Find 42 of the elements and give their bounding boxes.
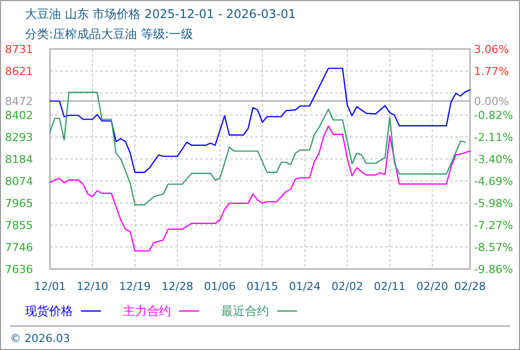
x-tick-label: 12/01 [34, 280, 66, 293]
x-tick-label: 02/02 [331, 280, 364, 293]
y2-tick-label: 3.06% [474, 43, 509, 56]
y2-tick-label: 1.77% [474, 64, 509, 78]
y2-tick-label: -8.57% [474, 241, 513, 254]
x-tick-label: 01/06 [204, 280, 236, 293]
y-tick-label: 8184 [5, 152, 33, 166]
y-tick-label: 8402 [5, 109, 33, 122]
y-tick-label: 8472 [5, 95, 33, 108]
y-tick-label: 8074 [5, 175, 33, 188]
legend-label: 现货价格 [25, 304, 73, 318]
x-tick-label: 02/20 [416, 280, 448, 293]
y2-tick-label: -4.69% [474, 174, 513, 188]
x-tick-label: 02/28 [454, 280, 486, 293]
x-tick-label: 01/15 [246, 280, 278, 293]
line-series [49, 92, 466, 206]
text: © 2026.03 [10, 332, 70, 345]
y-tick-label: 7855 [5, 219, 33, 232]
x-tick-label: 12/10 [76, 280, 108, 293]
legend-label: 主力合约 [123, 304, 171, 318]
y2-tick-label: -3.40% [474, 153, 513, 166]
y-tick-label: 7636 [5, 263, 33, 276]
y2-tick-label: 0.00% [474, 95, 509, 108]
chart-title: 大豆油 山东 市场价格 2025-12-01 - 2026-03-01 [25, 7, 296, 21]
y-tick-label: 8731 [5, 43, 33, 56]
y2-tick-label: -5.98% [474, 196, 513, 210]
x-tick-label: 12/28 [162, 280, 194, 293]
chart-subtitle: 分类:压榨成品大豆油 等级:一级 [25, 27, 193, 41]
x-tick-label: 02/11 [374, 280, 406, 293]
y2-tick-label: -2.11% [474, 131, 513, 144]
y-tick-label: 7746 [5, 240, 33, 254]
y2-tick-label: -0.82% [474, 109, 513, 122]
line-series [49, 125, 471, 252]
x-tick-label: 01/24 [288, 280, 321, 293]
y2-tick-label: -9.86% [474, 263, 513, 276]
legend-label: 最近合约 [221, 304, 269, 318]
line-series [49, 68, 471, 173]
y2-tick-label: -7.27% [474, 218, 513, 232]
y-tick-label: 7965 [5, 196, 33, 210]
y-tick-label: 8293 [5, 131, 33, 144]
y-tick-label: 8621 [5, 65, 33, 78]
x-tick-label: 12/19 [119, 280, 151, 293]
